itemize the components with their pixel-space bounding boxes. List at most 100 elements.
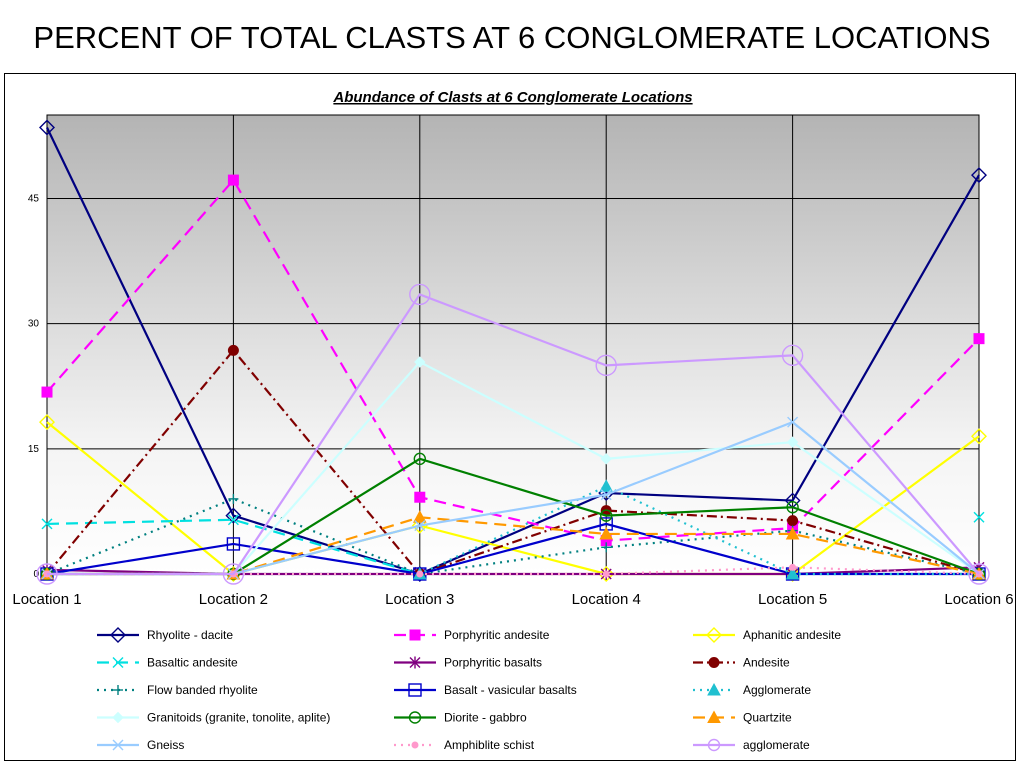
legend-marker [707,710,721,723]
legend-marker [408,711,422,724]
chart-frame: 0 15 30 45 Location 1 Location 2 Location 3 Loc… [4,73,1016,761]
data-point [785,566,800,580]
data-point [600,489,612,501]
data-point [39,414,55,431]
legend-marker [411,741,419,749]
data-point [41,518,53,530]
data-point [787,416,799,428]
data-point [228,493,239,504]
data-point [412,510,427,523]
series-agglomerate [36,283,990,585]
data-point [409,283,431,306]
legend: Rhyolite - dacite Porphyritic andesite Aph… [97,627,841,752]
data-point [971,167,987,184]
data-point [227,174,239,186]
series-line [46,522,979,576]
x-tick-label: Location 3 [385,591,454,608]
legend-item: Porphyritic andesite [394,628,550,642]
legend-label: Diorite - gabbro [444,711,527,725]
data-point [599,479,614,492]
data-point [785,526,800,540]
legend-marker [409,656,421,669]
legend-label: Basaltic andesite [147,656,238,670]
legend-item: Agglomerate [693,682,811,697]
legend-marker [112,711,124,724]
plot-area [47,115,979,574]
x-tick-label: Location 4 [572,591,641,608]
legend-label: Aphanitic andesite [743,628,841,642]
legend-marker [707,682,721,696]
legend-label: Basalt - vasicular basalts [444,683,577,697]
legend-label: Agglomerate [743,683,811,697]
data-point [226,537,241,551]
legend-label: agglomerate [743,738,810,752]
chart-title: Abundance of Clasts at 6 Conglomerate Lo… [332,89,692,106]
series-line [47,293,980,576]
y-tick-label: 45 [28,193,40,204]
data-point [786,501,799,514]
legend-item: Amphiblite schist [394,738,535,752]
legend-marker [113,685,123,695]
legend-label: Granitoids (granite, tonolite, aplite) [147,711,330,725]
data-point [416,570,424,578]
legend-item: Basaltic andesite [97,656,238,670]
data-point [413,452,426,466]
data-point [787,515,799,527]
y-tick-label: 15 [28,444,40,455]
x-tick-label: Location 5 [758,591,827,608]
legend-item: Andesite [693,656,790,670]
data-point [601,542,612,553]
data-point [414,356,426,368]
slide-title: PERCENT OF TOTAL CLASTS AT 6 CONGLOMERAT… [33,20,991,55]
legend-label: Porphyritic andesite [444,628,550,642]
data-point [41,386,53,398]
x-tick-label: Location 2 [199,591,268,608]
data-point [602,570,610,578]
data-point [600,509,613,522]
data-point [227,344,239,356]
legend-label: Rhyolite - dacite [147,628,233,642]
legend-item: Porphyritic basalts [394,656,542,670]
series-line [46,178,980,542]
data-point [973,511,985,523]
data-point [599,526,614,540]
data-point [786,436,799,448]
legend-item: Basalt - vasicular basalts [394,683,577,697]
legend-marker [708,657,720,668]
legend-item: Flow banded rhyolite [97,683,258,697]
y-tick-label: 30 [28,319,40,330]
data-point [414,491,426,503]
legend-label: Flow banded rhyolite [147,683,258,697]
series-group [36,119,990,585]
data-point [595,354,617,377]
legend-item: Rhyolite - dacite [97,627,233,643]
legend-item: Granitoids (granite, tonolite, aplite) [97,711,330,725]
data-point [222,563,245,585]
x-tick-label: Location 6 [944,591,1013,608]
legend-marker [408,683,422,697]
data-point [600,453,612,465]
data-point [598,566,615,582]
data-point [414,520,426,532]
legend-marker [409,629,421,641]
data-point [39,119,55,136]
legend-item: agglomerate [693,738,810,752]
legend-item: Gneiss [97,738,184,752]
legend-label: Gneiss [147,738,184,752]
data-point [971,428,987,445]
legend-label: Porphyritic basalts [444,656,542,670]
data-point [411,517,428,534]
legend-label: Amphiblite schist [444,738,535,752]
legend-marker [706,627,722,643]
legend-item: Quartzite [693,710,792,725]
legend-label: Andesite [743,656,790,670]
data-point [36,563,58,585]
data-point [225,507,242,524]
x-tick-label: Location 1 [12,591,81,608]
legend-marker [112,657,124,668]
legend-marker [112,739,124,751]
legend-item: Diorite - gabbro [394,711,527,725]
data-point [227,514,239,526]
